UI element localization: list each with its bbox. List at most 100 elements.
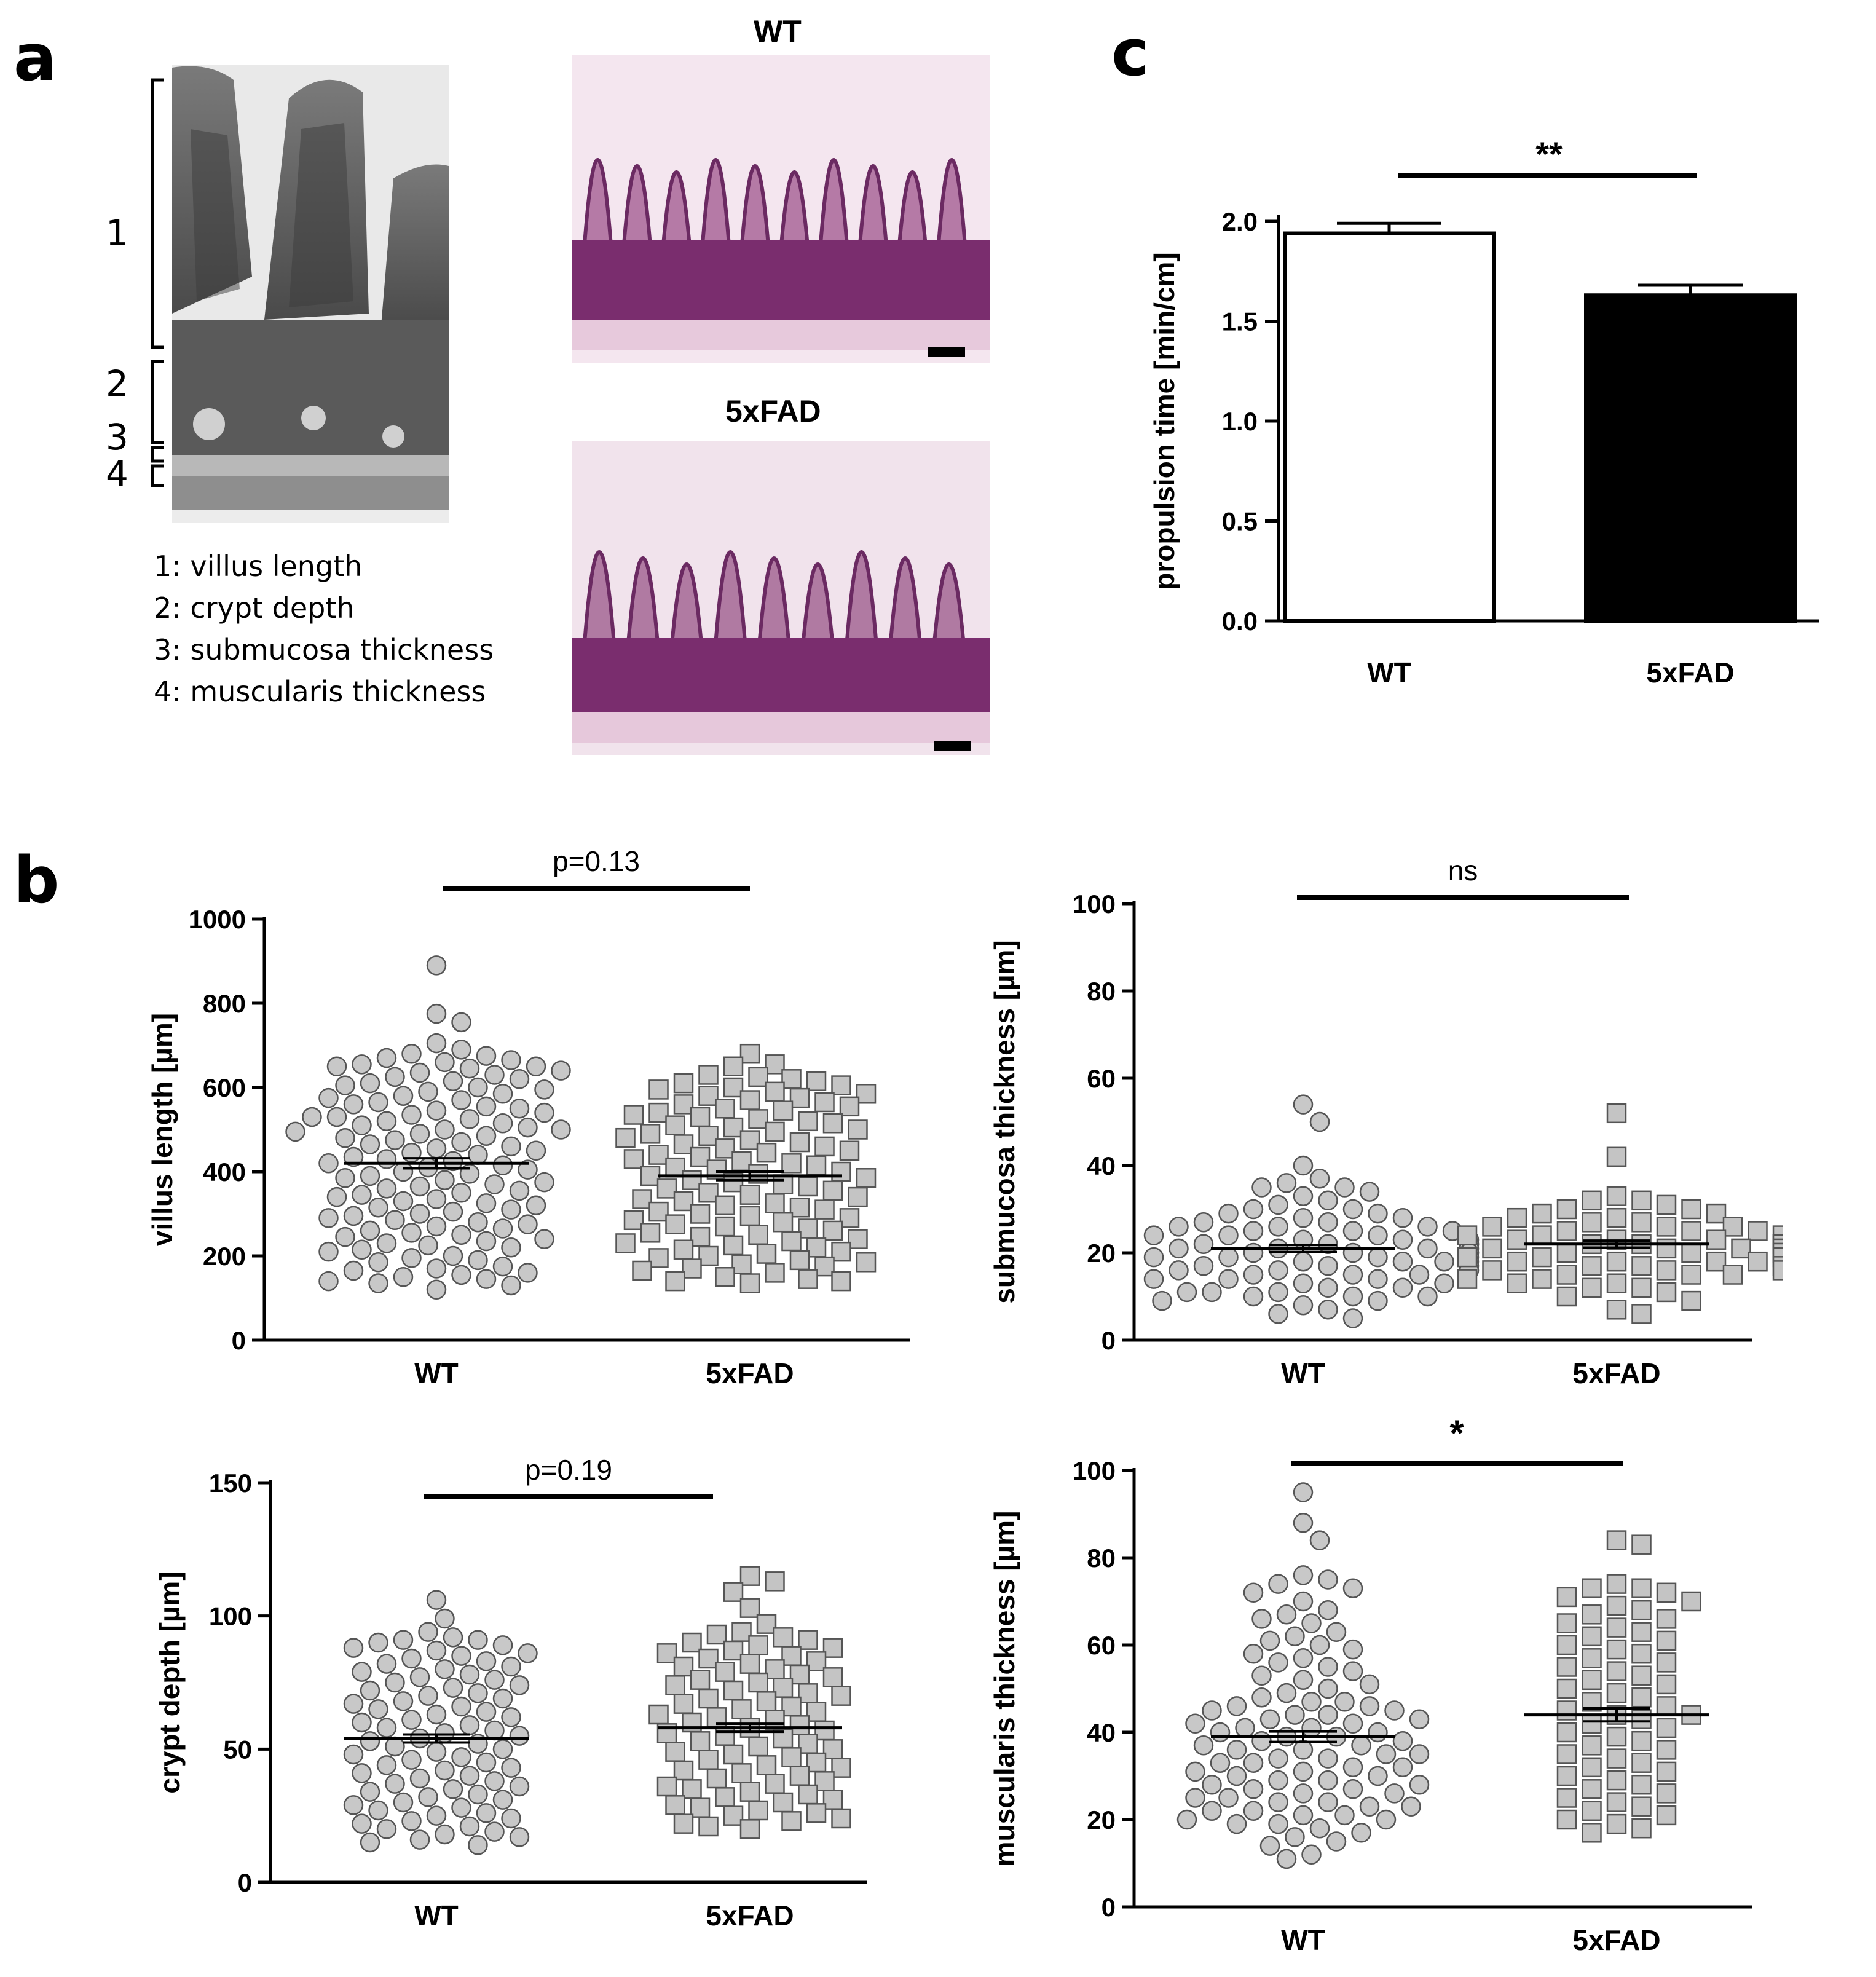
data-point-wt bbox=[518, 1643, 538, 1663]
data-point-wt bbox=[1293, 1670, 1314, 1691]
data-point-5xfad bbox=[648, 1704, 669, 1725]
data-point-wt bbox=[492, 1113, 513, 1134]
data-point-5xfad bbox=[1656, 1217, 1677, 1237]
data-point-wt bbox=[385, 1067, 405, 1087]
data-point-wt bbox=[1259, 1709, 1280, 1729]
data-point-5xfad bbox=[698, 1086, 719, 1106]
data-point-5xfad bbox=[682, 1170, 702, 1190]
data-point-5xfad bbox=[656, 1776, 677, 1797]
data-point-wt bbox=[1293, 1155, 1314, 1176]
data-point-wt bbox=[1185, 1761, 1205, 1782]
data-point-wt bbox=[459, 1058, 480, 1079]
data-point-5xfad bbox=[723, 1077, 744, 1098]
data-point-5xfad bbox=[723, 1680, 744, 1701]
data-point-5xfad bbox=[698, 1183, 719, 1203]
data-point-wt bbox=[376, 1111, 397, 1132]
data-point-wt bbox=[318, 1241, 339, 1262]
data-point-5xfad bbox=[1656, 1674, 1677, 1695]
data-point-5xfad bbox=[739, 1598, 760, 1618]
data-point-wt bbox=[468, 1630, 488, 1650]
data-point-wt bbox=[393, 1630, 414, 1650]
data-point-5xfad bbox=[1606, 1300, 1627, 1320]
data-point-wt bbox=[1318, 1748, 1338, 1769]
data-point-wt bbox=[476, 1651, 497, 1671]
data-point-5xfad bbox=[656, 1643, 677, 1663]
data-point-5xfad bbox=[615, 1127, 636, 1148]
data-point-wt bbox=[468, 1784, 488, 1805]
data-point-wt bbox=[302, 1107, 322, 1127]
data-point-wt bbox=[1293, 1648, 1314, 1668]
data-point-5xfad bbox=[1631, 1818, 1652, 1839]
data-point-wt bbox=[1401, 1796, 1421, 1817]
data-point-5xfad bbox=[765, 1193, 785, 1213]
data-point-5xfad bbox=[698, 1065, 719, 1085]
y-tick-label: 40 bbox=[1087, 1718, 1116, 1747]
data-point-5xfad bbox=[1631, 1709, 1652, 1729]
x-tick-label: 5xFAD bbox=[1646, 657, 1734, 689]
data-point-5xfad bbox=[665, 1157, 685, 1178]
data-point-wt bbox=[1193, 1256, 1214, 1276]
data-point-5xfad bbox=[665, 1271, 685, 1292]
data-point-wt bbox=[409, 1829, 430, 1850]
data-point-5xfad bbox=[698, 1648, 719, 1669]
data-point-5xfad bbox=[1556, 1722, 1577, 1743]
data-point-wt bbox=[1392, 1277, 1413, 1298]
data-point-5xfad bbox=[1482, 1260, 1502, 1281]
data-point-5xfad bbox=[1681, 1221, 1701, 1241]
data-point-5xfad bbox=[789, 1766, 810, 1786]
data-point-wt bbox=[426, 1003, 447, 1024]
data-point-5xfad bbox=[1606, 1251, 1627, 1272]
data-point-wt bbox=[1218, 1203, 1239, 1224]
data-point-wt bbox=[409, 1124, 430, 1144]
data-point-5xfad bbox=[731, 1763, 752, 1783]
data-point-wt bbox=[1193, 1212, 1214, 1233]
data-point-wt bbox=[1342, 1242, 1363, 1263]
data-point-wt bbox=[484, 1771, 505, 1791]
data-point-5xfad bbox=[1631, 1730, 1652, 1751]
data-point-5xfad bbox=[765, 1263, 785, 1283]
data-point-wt bbox=[343, 1744, 364, 1765]
data-point-wt bbox=[335, 1127, 355, 1148]
data-point-wt bbox=[426, 1033, 447, 1054]
data-point-wt bbox=[492, 1256, 513, 1277]
data-point-5xfad bbox=[756, 1755, 777, 1775]
data-point-5xfad bbox=[748, 1800, 768, 1821]
data-point-wt bbox=[385, 1774, 405, 1794]
data-point-5xfad bbox=[665, 1214, 685, 1234]
y-axis-label: propulsion time [min/cm] bbox=[1148, 252, 1180, 590]
data-point-wt bbox=[492, 1155, 513, 1175]
data-point-5xfad bbox=[1681, 1290, 1701, 1311]
data-point-5xfad bbox=[1656, 1609, 1677, 1629]
data-point-wt bbox=[1359, 1696, 1380, 1716]
data-point-wt bbox=[368, 1632, 388, 1653]
data-point-5xfad bbox=[831, 1271, 851, 1292]
data-point-5xfad bbox=[748, 1635, 768, 1655]
data-point-5xfad bbox=[698, 1245, 719, 1266]
data-point-wt bbox=[501, 1199, 521, 1220]
data-point-wt bbox=[1342, 1199, 1363, 1220]
data-point-5xfad bbox=[1556, 1809, 1577, 1830]
data-point-wt bbox=[360, 1073, 380, 1094]
panel-letter-c: c bbox=[1111, 15, 1149, 90]
data-point-wt bbox=[1326, 1831, 1347, 1852]
data-point-wt bbox=[426, 1590, 447, 1610]
data-point-5xfad bbox=[1656, 1805, 1677, 1826]
data-point-wt bbox=[376, 1048, 397, 1068]
data-point-5xfad bbox=[1556, 1766, 1577, 1786]
data-point-wt bbox=[376, 1654, 397, 1674]
data-point-5xfad bbox=[765, 1571, 785, 1592]
data-point-5xfad bbox=[1656, 1696, 1677, 1716]
data-point-wt bbox=[1293, 1783, 1314, 1804]
data-point-5xfad bbox=[690, 1731, 711, 1751]
data-point-wt bbox=[1359, 1182, 1380, 1202]
data-point-wt bbox=[376, 1149, 397, 1169]
data-point-5xfad bbox=[1606, 1186, 1627, 1206]
legend-muscularis: 4: muscularis thickness bbox=[154, 675, 486, 708]
data-point-wt bbox=[393, 1792, 414, 1813]
data-point-5xfad bbox=[781, 1069, 802, 1089]
data-point-wt bbox=[1202, 1700, 1222, 1721]
data-point-5xfad bbox=[814, 1256, 835, 1277]
data-point-wt bbox=[1309, 1818, 1330, 1839]
data-point-wt bbox=[518, 1214, 538, 1234]
data-point-5xfad bbox=[673, 1191, 694, 1212]
